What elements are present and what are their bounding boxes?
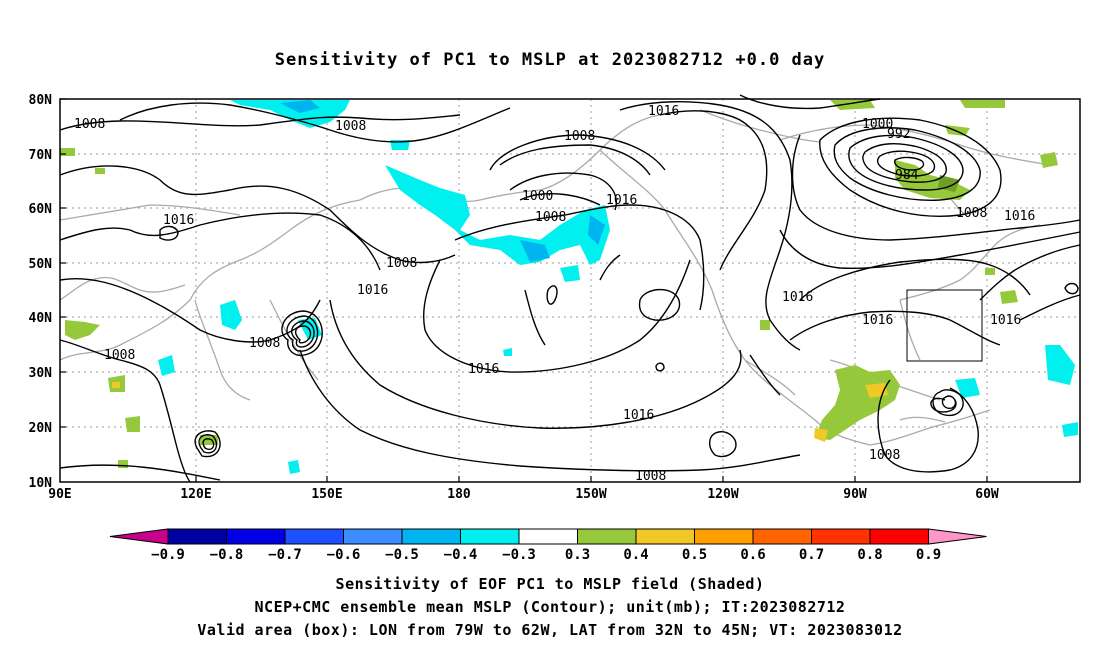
mslp-contours — [59, 94, 1081, 483]
colorbar-label: −0.3 — [502, 547, 536, 563]
lat-label: 40N — [29, 311, 53, 326]
colorbar-label: 0.3 — [565, 547, 590, 563]
colorbar-segment — [284, 528, 344, 545]
contour-labels: 1008 1008 1016 1008 1016 1008 1008 1000 … — [74, 104, 1035, 484]
contour-label: 1016 — [163, 213, 194, 228]
colorbar-low-arrow — [109, 528, 169, 545]
colorbar-label: 0.6 — [740, 547, 765, 563]
colorbar-segment — [343, 528, 403, 545]
lon-label: 150W — [575, 487, 606, 502]
colorbar-label: −0.9 — [151, 547, 185, 563]
contour-label: 1016 — [1004, 209, 1035, 224]
lon-label: 120E — [180, 487, 211, 502]
lat-labels: 80N 70N 60N 50N 40N 30N 20N 10N — [29, 93, 53, 491]
colorbar-segment — [694, 528, 754, 545]
colorbar-label: −0.6 — [327, 547, 361, 563]
contour-label: 1000 — [862, 117, 893, 132]
contour-label: 1016 — [357, 283, 388, 298]
caption-line-1: Sensitivity of EOF PC1 to MSLP field (Sh… — [335, 575, 765, 593]
colorbar-label: −0.7 — [268, 547, 302, 563]
colorbar-segment — [518, 528, 578, 545]
map-frame — [59, 98, 1081, 483]
colorbar-segment — [752, 528, 812, 545]
tick-marks — [60, 98, 988, 482]
contour-label: 1008 — [869, 448, 900, 463]
colorbar-segment — [635, 528, 695, 545]
colorbar-segment — [401, 528, 461, 545]
lon-labels: 90E 120E 150E 180 150W 120W 90W 60W — [48, 487, 999, 502]
lat-label: 60N — [29, 202, 53, 217]
contour-label: 1000 — [522, 189, 553, 204]
colorbar-segment — [869, 528, 929, 545]
caption-line-3: Valid area (box): LON from 79W to 62W, L… — [197, 621, 903, 639]
contour-label: 1016 — [648, 104, 679, 119]
contour-label: 1008 — [635, 469, 666, 484]
contour-label: 1016 — [862, 313, 893, 328]
contour-label: 1016 — [623, 408, 654, 423]
lat-label: 80N — [29, 93, 53, 108]
caption-line-2: NCEP+CMC ensemble mean MSLP (Contour); u… — [254, 598, 846, 616]
lat-label: 10N — [29, 476, 53, 491]
lon-label: 90W — [843, 487, 867, 502]
contour-label: 1008 — [335, 119, 366, 134]
map-title: Sensitivity of PC1 to MSLP at 2023082712… — [274, 50, 826, 70]
contour-label: 1008 — [564, 129, 595, 144]
lat-label: 20N — [29, 421, 53, 436]
contour-label: 1016 — [606, 193, 637, 208]
contour-label: 1008 — [386, 256, 417, 271]
contour-label: 1008 — [535, 210, 566, 225]
contour-label: 984 — [895, 168, 919, 183]
colorbar-label: 0.9 — [916, 547, 941, 563]
colorbar-segment — [226, 528, 286, 545]
colorbar-label: 0.7 — [799, 547, 824, 563]
colorbar-segment — [167, 528, 227, 545]
colorbar-high-arrow — [928, 528, 987, 545]
colorbar-segment — [460, 528, 520, 545]
colorbar-labels: −0.9 −0.8 −0.7 −0.6 −0.5 −0.4 −0.3 0.3 0.4 0.5 0.6… — [151, 547, 941, 563]
lat-label: 70N — [29, 148, 53, 163]
contour-label: 1008 — [249, 336, 280, 351]
lon-label: 60W — [975, 487, 999, 502]
contour-label: 1016 — [990, 313, 1021, 328]
contour-label: 992 — [887, 127, 910, 142]
colorbar-label: 0.8 — [857, 547, 882, 563]
colorbar-segment — [811, 528, 871, 545]
lat-label: 50N — [29, 257, 53, 272]
colorbar — [109, 528, 987, 545]
colorbar-label: 0.5 — [682, 547, 707, 563]
colorbar-label: −0.8 — [210, 547, 244, 563]
gridlines — [60, 99, 1080, 482]
lon-label: 180 — [447, 487, 471, 502]
lat-label: 30N — [29, 366, 53, 381]
colorbar-segment — [577, 528, 637, 545]
colorbar-label: 0.4 — [623, 547, 648, 563]
contour-label: 1008 — [956, 206, 987, 221]
contour-label: 1016 — [468, 362, 499, 377]
lon-label: 90E — [48, 487, 71, 502]
coastlines — [59, 109, 1051, 446]
valid-area-box — [906, 289, 983, 362]
colorbar-label: −0.5 — [385, 547, 419, 563]
colorbar-label: −0.4 — [444, 547, 478, 563]
lon-label: 120W — [707, 487, 738, 502]
sensitivity-shading — [60, 100, 1078, 474]
contour-label: 1008 — [74, 117, 105, 132]
contour-label: 1008 — [104, 348, 135, 363]
lon-label: 150E — [311, 487, 342, 502]
contour-label: 1016 — [782, 290, 813, 305]
